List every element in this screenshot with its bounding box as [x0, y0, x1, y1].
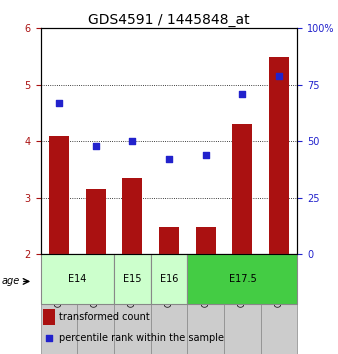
Text: E17.5: E17.5: [228, 274, 256, 284]
Bar: [151, 254, 187, 354]
Bar: [122, 178, 142, 254]
Bar: [151, 254, 187, 304]
Point: [93, 143, 98, 149]
Text: transformed count: transformed count: [58, 312, 149, 322]
Bar: [261, 254, 297, 354]
Bar: [187, 254, 297, 304]
Bar: [114, 254, 151, 304]
Point: [129, 138, 135, 144]
Text: E14: E14: [68, 274, 87, 284]
Title: GDS4591 / 1445848_at: GDS4591 / 1445848_at: [88, 13, 250, 27]
Point: [203, 152, 209, 158]
Bar: [196, 227, 216, 254]
Text: E16: E16: [160, 274, 178, 284]
Bar: [49, 136, 69, 254]
Point: [46, 335, 51, 340]
Text: percentile rank within the sample: percentile rank within the sample: [58, 332, 223, 343]
Point: [56, 100, 62, 105]
Bar: [41, 254, 114, 304]
Bar: [269, 57, 289, 254]
Bar: [187, 254, 224, 354]
Bar: [77, 254, 114, 354]
Text: E15: E15: [123, 274, 142, 284]
Bar: [41, 254, 77, 354]
Bar: [43, 309, 55, 325]
Bar: [86, 189, 106, 254]
Bar: [114, 254, 151, 354]
Point: [240, 91, 245, 97]
Bar: [159, 227, 179, 254]
Bar: [224, 254, 261, 354]
Bar: [232, 124, 252, 254]
Point: [276, 73, 282, 79]
Point: [166, 156, 172, 162]
Text: age: age: [2, 276, 20, 286]
